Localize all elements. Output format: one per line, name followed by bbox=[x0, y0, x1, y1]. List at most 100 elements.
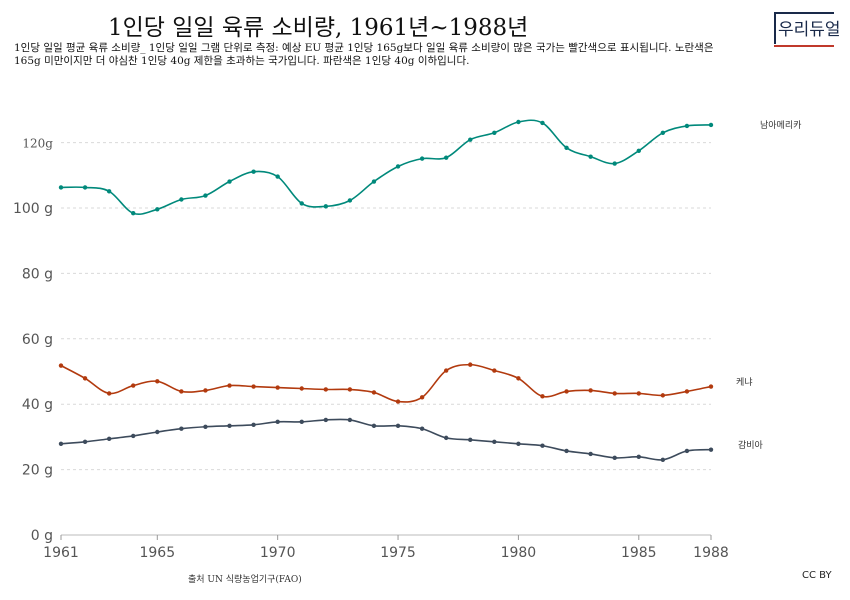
data-point bbox=[323, 204, 329, 209]
data-point bbox=[516, 376, 521, 381]
data-point bbox=[419, 426, 425, 431]
data-point bbox=[203, 193, 208, 198]
data-point bbox=[564, 448, 569, 454]
data-point bbox=[588, 388, 593, 393]
data-point bbox=[660, 457, 666, 462]
data-point bbox=[323, 417, 329, 423]
data-point bbox=[227, 179, 232, 184]
data-point bbox=[516, 119, 521, 125]
data-point bbox=[708, 122, 714, 128]
data-point bbox=[179, 426, 184, 431]
series-label: 남아메리카 bbox=[760, 120, 801, 131]
chart-subtitle: 1인당 일일 평균 육류 소비량_ 1인당 일일 그램 단위로 측정: 예상 E… bbox=[14, 42, 714, 67]
logo-top-border bbox=[774, 12, 834, 14]
data-point bbox=[155, 207, 160, 212]
data-point bbox=[106, 189, 112, 194]
data-point bbox=[58, 363, 64, 368]
data-point bbox=[468, 137, 473, 142]
x-tick-label: 1988 bbox=[693, 545, 729, 561]
data-point bbox=[684, 123, 690, 129]
y-tick-label: 0 g bbox=[31, 528, 53, 544]
data-point bbox=[516, 441, 521, 446]
y-tick-label: 120g bbox=[22, 137, 53, 151]
data-point bbox=[612, 391, 617, 396]
data-point bbox=[395, 423, 401, 428]
data-point bbox=[251, 422, 256, 428]
data-point bbox=[131, 211, 136, 216]
data-point bbox=[492, 439, 497, 445]
logo-left-border bbox=[774, 12, 776, 44]
data-point bbox=[251, 169, 256, 174]
data-point bbox=[323, 387, 329, 392]
data-point bbox=[58, 185, 64, 190]
data-point bbox=[299, 419, 304, 425]
series-line-1 bbox=[60, 363, 712, 403]
data-point bbox=[443, 435, 449, 441]
data-point bbox=[419, 395, 425, 400]
data-point bbox=[588, 451, 593, 457]
data-point bbox=[106, 391, 112, 396]
data-point bbox=[203, 388, 208, 393]
data-point bbox=[179, 389, 184, 394]
data-point bbox=[371, 390, 377, 395]
data-point bbox=[299, 201, 304, 206]
series-line-2 bbox=[60, 418, 712, 461]
source-note: 출처 UN 식량농업기구(FAO) bbox=[188, 575, 302, 585]
data-point bbox=[660, 130, 666, 135]
data-point bbox=[612, 161, 617, 166]
data-point bbox=[155, 379, 160, 384]
data-point bbox=[636, 148, 641, 153]
y-tick-label: 80 g bbox=[22, 266, 53, 282]
data-point bbox=[58, 441, 64, 446]
data-point bbox=[203, 424, 208, 429]
data-point bbox=[131, 433, 136, 439]
data-point bbox=[275, 419, 280, 425]
x-tick-label: 1975 bbox=[380, 545, 416, 561]
data-point bbox=[564, 389, 569, 394]
data-point bbox=[371, 179, 377, 184]
data-point bbox=[564, 145, 569, 151]
license-link[interactable]: CC BY bbox=[802, 570, 832, 581]
x-tick-label: 1980 bbox=[501, 545, 537, 561]
series-line-0 bbox=[60, 119, 712, 216]
data-point bbox=[468, 362, 473, 367]
data-point bbox=[468, 437, 473, 443]
data-point bbox=[636, 391, 641, 396]
data-point bbox=[684, 389, 690, 394]
data-point bbox=[588, 154, 593, 159]
series-label: 케냐 bbox=[736, 377, 753, 388]
data-point bbox=[395, 399, 401, 404]
x-tick-label: 1985 bbox=[621, 545, 657, 561]
x-tick-label: 1965 bbox=[139, 545, 175, 561]
data-point bbox=[131, 383, 136, 388]
data-point bbox=[492, 130, 497, 135]
data-point bbox=[106, 436, 112, 442]
data-point bbox=[179, 197, 184, 202]
data-point bbox=[540, 120, 545, 126]
data-point bbox=[155, 429, 160, 435]
data-point bbox=[540, 443, 545, 448]
data-point bbox=[347, 417, 353, 423]
data-point bbox=[227, 383, 232, 388]
brand-logo[interactable]: 우리듀얼 bbox=[774, 12, 848, 48]
data-point bbox=[636, 454, 641, 460]
y-tick-label: 60 g bbox=[22, 332, 53, 348]
y-tick-label: 100 g bbox=[13, 201, 53, 217]
data-point bbox=[419, 156, 425, 161]
data-point bbox=[82, 376, 88, 381]
data-point bbox=[227, 423, 232, 428]
data-point bbox=[443, 368, 449, 373]
data-point bbox=[371, 423, 377, 428]
x-tick-label: 1961 bbox=[43, 545, 79, 561]
data-point bbox=[347, 198, 353, 203]
data-point bbox=[684, 448, 690, 454]
logo-underline bbox=[774, 45, 834, 47]
data-point bbox=[708, 447, 714, 452]
x-tick-label: 1970 bbox=[260, 545, 296, 561]
data-point bbox=[82, 439, 88, 445]
data-point bbox=[275, 385, 280, 390]
data-point bbox=[299, 386, 304, 391]
series-label: 감비아 bbox=[738, 439, 764, 451]
data-point bbox=[540, 394, 545, 399]
data-point bbox=[612, 455, 617, 461]
